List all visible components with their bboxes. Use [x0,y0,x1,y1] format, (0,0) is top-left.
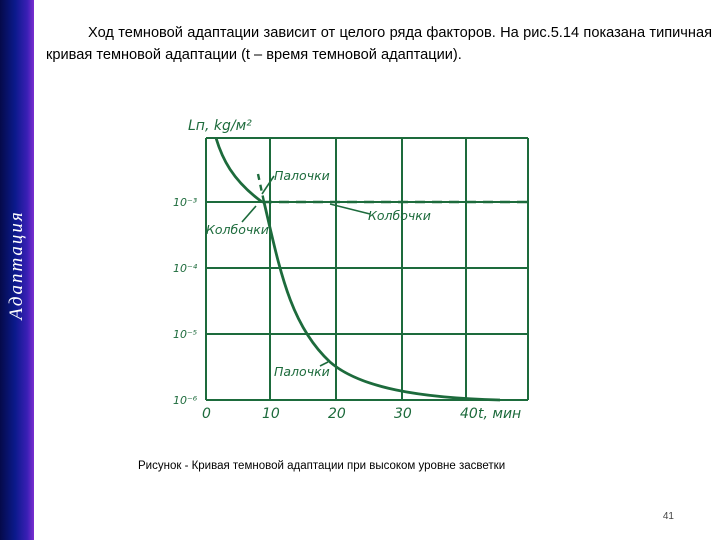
rods-top-leader [261,175,275,195]
dark-adaptation-figure: Lп, kg/м² 10⁻³ 10⁻⁴ 10⁻⁵ 10⁻⁶ 0 10 20 30… [173,118,529,422]
cones-label-left: Колбочки [206,222,269,237]
x-axis-label: t, мин [478,406,521,422]
y-axis-label: Lп, kg/м² [188,118,252,134]
y-tick-label: 10⁻⁶ [173,394,198,407]
x-tick-label: 10 [262,406,280,422]
rods-label-bottom: Палочки [274,364,330,379]
body-paragraph: Ход темновой адаптации зависит от целого… [46,25,712,63]
side-title-text: Адаптация [6,210,28,320]
x-tick-label: 40 [460,406,478,422]
y-tick-label: 10⁻⁴ [173,262,198,275]
y-tick-label: 10⁻³ [173,196,198,209]
rods-bottom-leader [319,361,329,367]
y-tick-label: 10⁻⁵ [173,328,197,341]
figure-caption: Рисунок - Кривая темновой адаптации при … [138,460,506,472]
side-bar: Адаптация [0,0,34,540]
page-number: 41 [662,511,674,522]
x-tick-label: 0 [202,406,211,422]
cones-label-right: Колбочки [368,208,431,223]
side-title: Адаптация [2,175,32,355]
x-tick-label: 30 [394,406,412,422]
rods-label-top: Палочки [274,168,330,183]
x-tick-label: 20 [328,406,346,422]
rods-curve-dashed [256,173,266,203]
rods-curve [262,201,501,402]
cones-left-leader [241,205,257,223]
cones-curve [214,137,263,204]
cones-right-leader [329,203,371,215]
